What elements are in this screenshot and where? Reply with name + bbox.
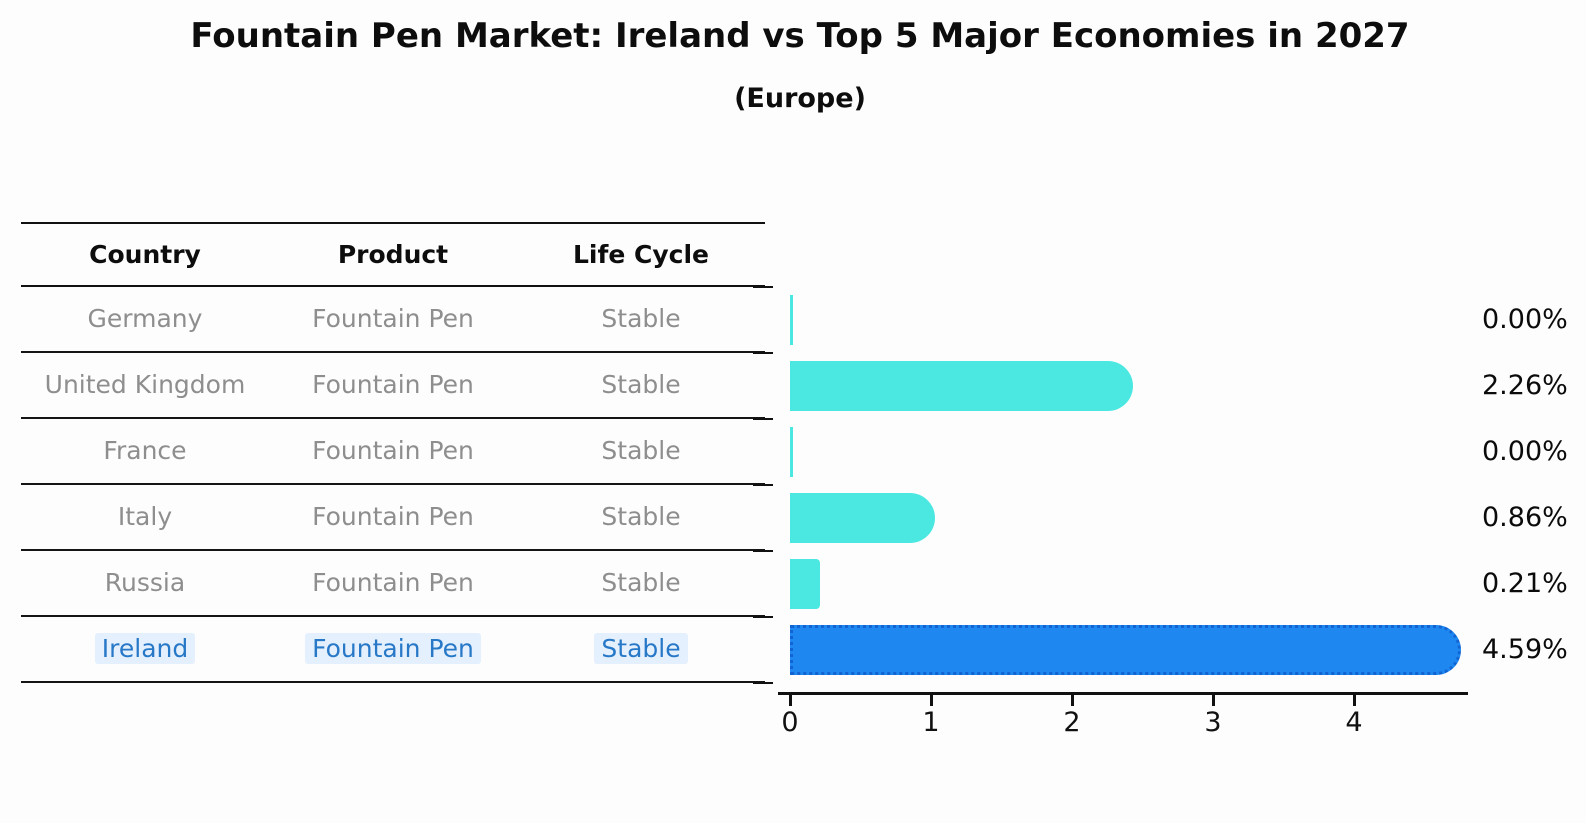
cell-life-cycle: Stable xyxy=(517,633,765,664)
cell-product: Fountain Pen xyxy=(269,370,517,399)
cell-country: United Kingdom xyxy=(21,370,269,399)
cell-country: France xyxy=(21,436,269,465)
chart-title: Fountain Pen Market: Ireland vs Top 5 Ma… xyxy=(190,16,1410,56)
column-header-country: Country xyxy=(89,239,201,269)
cell-text: Ireland xyxy=(94,633,196,664)
value-label-france: 0.00% xyxy=(1482,436,1568,467)
value-label-italy: 0.86% xyxy=(1482,502,1568,533)
table-row-ireland: Ireland Fountain Pen Stable xyxy=(21,617,765,683)
x-tick-mark xyxy=(1352,694,1356,706)
cell-text: Stable xyxy=(601,370,681,399)
cell-life-cycle: Stable xyxy=(517,502,765,531)
x-tick-label: 0 xyxy=(781,707,799,738)
cell-country: Russia xyxy=(21,568,269,597)
bar-russia xyxy=(790,559,820,609)
cell-product: Fountain Pen xyxy=(269,436,517,465)
cell-life-cycle: Stable xyxy=(517,436,765,465)
column-header-life-cycle: Life Cycle xyxy=(572,239,710,269)
cell-text: Russia xyxy=(104,568,186,597)
cell-text: Fountain Pen xyxy=(312,304,474,333)
table-header-row: Country Product Life Cycle xyxy=(21,224,765,287)
cell-life-cycle: Stable xyxy=(517,370,765,399)
cell-product: Fountain Pen xyxy=(269,304,517,333)
x-tick-mark xyxy=(929,694,933,706)
table-row-italy: Italy Fountain Pen Stable xyxy=(21,485,765,551)
cell-country: Ireland xyxy=(21,633,269,664)
cell-country: Italy xyxy=(21,502,269,531)
column-header-product: Product xyxy=(337,239,449,269)
comparison-table: Country Product Life Cycle Germany Founta… xyxy=(21,222,765,683)
bar-ireland xyxy=(790,625,1461,675)
value-label-russia: 0.21% xyxy=(1482,568,1568,599)
value-label-united-kingdom: 2.26% xyxy=(1482,370,1568,401)
cell-text: Stable xyxy=(601,502,681,531)
cell-product: Fountain Pen xyxy=(269,568,517,597)
y-tick-mark xyxy=(753,351,773,354)
bar-france xyxy=(790,427,793,477)
table-row-russia: Russia Fountain Pen Stable xyxy=(21,551,765,617)
x-tick-mark xyxy=(1211,694,1215,706)
cell-text: Stable xyxy=(601,436,681,465)
table-row-germany: Germany Fountain Pen Stable xyxy=(21,287,765,353)
y-tick-mark xyxy=(753,549,773,552)
value-label-ireland: 4.59% xyxy=(1482,634,1568,665)
cell-text: Fountain Pen xyxy=(312,370,474,399)
y-tick-mark xyxy=(753,483,773,486)
cell-life-cycle: Stable xyxy=(517,304,765,333)
cell-product: Fountain Pen xyxy=(269,502,517,531)
cell-country: Germany xyxy=(21,304,269,333)
cell-text: Fountain Pen xyxy=(312,436,474,465)
cell-text: Italy xyxy=(117,502,173,531)
y-tick-mark xyxy=(753,285,773,288)
cell-text: Fountain Pen xyxy=(312,568,474,597)
table-body: Germany Fountain Pen Stable United Kingdom F… xyxy=(21,287,765,683)
value-label-germany: 0.00% xyxy=(1482,304,1568,335)
bar-germany xyxy=(790,295,793,345)
cell-text: Stable xyxy=(594,633,688,664)
bar-italy xyxy=(790,493,935,543)
table-row-france: France Fountain Pen Stable xyxy=(21,419,765,485)
y-tick-mark xyxy=(753,417,773,420)
cell-text: Stable xyxy=(601,304,681,333)
cell-text: Fountain Pen xyxy=(305,633,481,664)
y-tick-mark xyxy=(753,615,773,618)
x-tick-label: 2 xyxy=(1063,707,1081,738)
cell-text: Stable xyxy=(601,568,681,597)
cell-text: Germany xyxy=(87,304,203,333)
table-row-united-kingdom: United Kingdom Fountain Pen Stable xyxy=(21,353,765,419)
cell-life-cycle: Stable xyxy=(517,568,765,597)
x-tick-mark xyxy=(788,694,792,706)
x-axis-line xyxy=(778,692,1468,695)
cell-product: Fountain Pen xyxy=(269,633,517,664)
cell-text: France xyxy=(103,436,187,465)
cell-text: United Kingdom xyxy=(44,370,246,399)
bar-united-kingdom xyxy=(790,361,1133,411)
x-tick-label: 3 xyxy=(1204,707,1222,738)
x-tick-label: 1 xyxy=(922,707,940,738)
chart-subtitle: (Europe) xyxy=(734,83,866,114)
x-tick-mark xyxy=(1070,694,1074,706)
x-tick-label: 4 xyxy=(1345,707,1363,738)
cell-text: Fountain Pen xyxy=(312,502,474,531)
y-tick-mark xyxy=(753,681,773,684)
